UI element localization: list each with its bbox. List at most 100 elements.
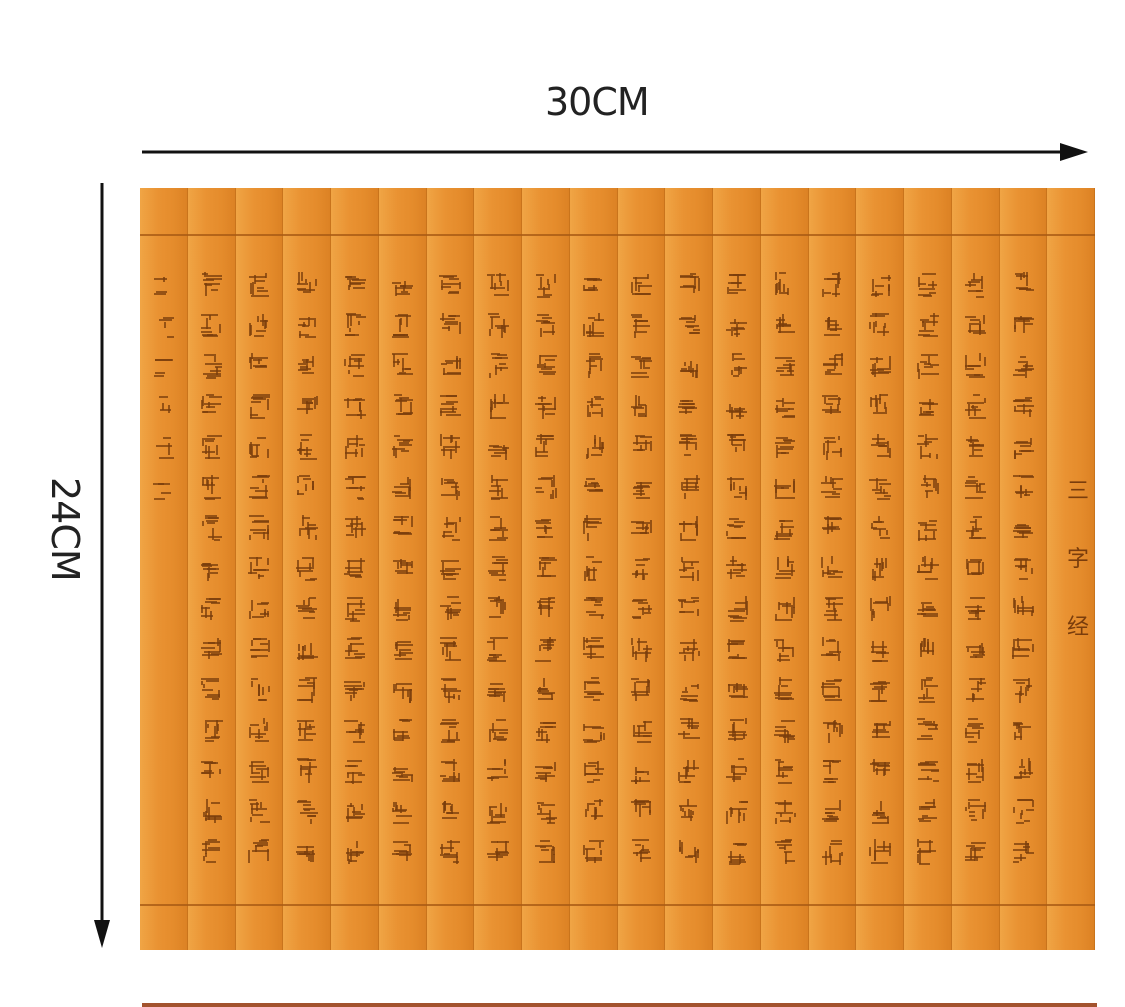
engraved-stroke bbox=[632, 617, 642, 620]
engraved-stroke bbox=[215, 720, 218, 734]
engraved-stroke bbox=[297, 288, 316, 291]
engraved-stroke bbox=[828, 816, 839, 819]
engraved-stroke bbox=[587, 644, 604, 647]
engraved-stroke bbox=[727, 684, 730, 693]
engraved-stroke bbox=[253, 520, 269, 523]
engraved-stroke bbox=[786, 602, 789, 615]
engraved-stroke bbox=[503, 759, 506, 764]
engraved-character bbox=[821, 596, 844, 622]
engraved-stroke bbox=[834, 719, 837, 728]
engraved-stroke bbox=[535, 520, 550, 523]
engraved-stroke bbox=[456, 732, 459, 739]
top-binding-line bbox=[140, 234, 1095, 236]
engraved-stroke bbox=[839, 799, 842, 811]
engraved-character bbox=[1012, 799, 1034, 825]
engraved-stroke bbox=[301, 398, 315, 401]
engraved-stroke bbox=[738, 811, 741, 817]
engraved-stroke bbox=[679, 718, 694, 721]
engraved-stroke bbox=[489, 490, 502, 493]
engraved-character bbox=[1012, 272, 1034, 298]
engraved-stroke bbox=[732, 537, 747, 540]
engraved-stroke bbox=[917, 571, 931, 574]
engraved-stroke bbox=[152, 483, 171, 486]
engraved-character bbox=[917, 353, 939, 379]
engraved-character bbox=[487, 839, 509, 865]
engraved-stroke bbox=[780, 684, 788, 687]
engraved-stroke bbox=[738, 853, 741, 865]
engraved-stroke bbox=[392, 447, 405, 450]
engraved-stroke bbox=[633, 598, 647, 601]
engraved-stroke bbox=[443, 642, 456, 645]
engraved-stroke bbox=[678, 771, 681, 781]
engraved-stroke bbox=[256, 287, 265, 290]
engraved-stroke bbox=[636, 725, 645, 728]
engraved-stroke bbox=[310, 642, 313, 656]
engraved-stroke bbox=[684, 647, 698, 650]
engraved-stroke bbox=[791, 563, 794, 577]
engraved-stroke bbox=[840, 353, 843, 367]
engraved-stroke bbox=[743, 812, 746, 822]
engraved-stroke bbox=[828, 398, 841, 401]
engraved-stroke bbox=[535, 739, 550, 742]
engraved-stroke bbox=[775, 272, 778, 281]
engraved-character bbox=[821, 475, 843, 501]
engraved-stroke bbox=[977, 680, 980, 692]
engraved-stroke bbox=[793, 812, 796, 818]
engraved-stroke bbox=[775, 841, 792, 844]
engraved-stroke bbox=[297, 363, 306, 366]
engraved-stroke bbox=[838, 653, 841, 662]
engraved-character bbox=[774, 556, 796, 582]
engraved-stroke bbox=[779, 374, 795, 377]
engraved-stroke bbox=[923, 440, 933, 443]
engraved-stroke bbox=[587, 286, 597, 289]
engraved-character bbox=[248, 717, 270, 744]
engraved-stroke bbox=[400, 774, 414, 777]
engraved-stroke bbox=[217, 638, 220, 647]
engraved-stroke bbox=[968, 677, 985, 680]
engraved-stroke bbox=[731, 407, 734, 420]
engraved-stroke bbox=[775, 576, 792, 579]
engraved-stroke bbox=[584, 696, 594, 699]
engraved-stroke bbox=[311, 692, 314, 703]
bamboo-slat bbox=[808, 188, 857, 950]
engraved-stroke bbox=[886, 597, 889, 604]
engraved-stroke bbox=[204, 695, 220, 698]
engraved-stroke bbox=[917, 854, 919, 864]
engraved-stroke bbox=[202, 521, 205, 527]
engraved-character bbox=[869, 718, 891, 744]
engraved-stroke bbox=[395, 683, 412, 686]
engraved-stroke bbox=[878, 689, 881, 701]
engraved-stroke bbox=[536, 575, 552, 578]
engraved-stroke bbox=[639, 850, 651, 853]
engraved-stroke bbox=[968, 365, 980, 368]
engraved-stroke bbox=[346, 772, 363, 775]
engraved-stroke bbox=[552, 845, 555, 851]
engraved-character bbox=[774, 353, 796, 379]
engraved-stroke bbox=[442, 573, 445, 580]
engraved-stroke bbox=[974, 847, 977, 861]
engraved-stroke bbox=[302, 600, 305, 605]
engraved-stroke bbox=[972, 653, 985, 656]
engraved-stroke bbox=[162, 437, 172, 440]
engraved-stroke bbox=[155, 358, 173, 361]
engraved-character bbox=[391, 758, 414, 784]
engraved-stroke bbox=[203, 476, 220, 479]
engraved-stroke bbox=[690, 561, 693, 566]
engraved-stroke bbox=[249, 817, 252, 822]
engraved-stroke bbox=[257, 315, 260, 323]
engraved-character bbox=[774, 313, 796, 339]
engraved-stroke bbox=[445, 695, 455, 698]
engraved-stroke bbox=[443, 323, 458, 326]
engraved-stroke bbox=[212, 528, 215, 540]
engraved-stroke bbox=[591, 726, 604, 729]
engraved-stroke bbox=[873, 322, 876, 333]
engraved-stroke bbox=[1029, 409, 1032, 417]
engraved-stroke bbox=[393, 560, 406, 563]
engraved-stroke bbox=[773, 537, 790, 540]
engraved-stroke bbox=[496, 479, 498, 486]
engraved-stroke bbox=[870, 444, 885, 447]
engraved-stroke bbox=[307, 815, 317, 818]
engraved-stroke bbox=[441, 402, 455, 405]
engraved-stroke bbox=[393, 531, 401, 534]
engraved-stroke bbox=[871, 568, 874, 581]
